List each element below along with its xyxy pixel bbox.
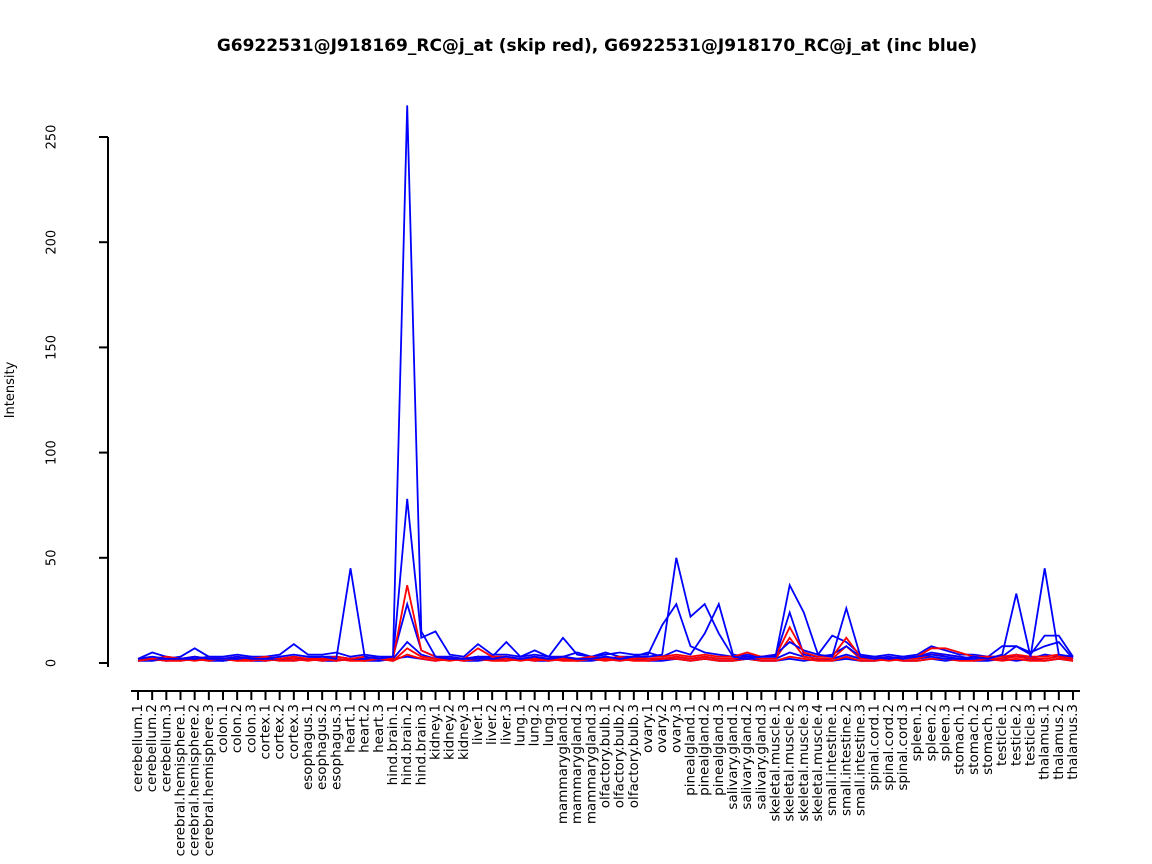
x-tick-label: hind.brain.1 [385, 704, 401, 785]
x-tick-label: esophagus.2 [314, 704, 330, 790]
x-tick-label: kidney.3 [456, 704, 472, 760]
y-axis: 0 50 100 150 200 250 [45, 125, 109, 667]
x-tick-label: colon.3 [243, 704, 259, 753]
x-tick-label: liver.3 [498, 704, 514, 745]
x-tick-label: small.intestine.3 [853, 704, 869, 816]
x-tick-label: cortex.3 [286, 704, 302, 759]
x-tick-label: kidney.1 [428, 704, 444, 760]
x-tick-label: spleen.2 [923, 704, 939, 761]
x-tick-label: spleen.3 [938, 704, 954, 761]
x-tick-label: lung.2 [527, 704, 543, 746]
x-tick-label: salivary.gland.2 [739, 704, 755, 810]
x-tick-label: skeletal.muscle.3 [796, 704, 812, 821]
x-tick-label: cerebellum.3 [158, 704, 174, 792]
x-tick-label: cortex.2 [272, 704, 288, 759]
x-tick-label: stomach.2 [966, 704, 982, 775]
x-tick-label: thalamus.3 [1065, 704, 1081, 780]
x-tick-label: stomach.3 [980, 704, 996, 775]
y-tick-label: 150 [45, 335, 60, 360]
series-line-inc-blue-1 [137, 105, 1074, 660]
x-tick-label: ovary.3 [668, 704, 684, 753]
x-tick-label: ovary.2 [654, 704, 670, 753]
x-tick-label: cerebellum.1 [130, 704, 146, 792]
x-tick-label: mammarygland.2 [569, 704, 585, 824]
y-tick-label: 200 [45, 230, 60, 255]
x-tick-label: lung.1 [513, 704, 529, 746]
x-tick-label: stomach.1 [952, 704, 968, 775]
x-tick-label: heart.3 [371, 704, 387, 753]
series-lines [137, 105, 1074, 662]
x-tick-label: heart.2 [357, 704, 373, 753]
x-axis: cerebellum.1cerebellum.2cerebellum.3cere… [130, 690, 1081, 856]
x-tick-label: spleen.1 [909, 704, 925, 761]
x-tick-label: olfactory.bulb.1 [598, 704, 614, 808]
x-tick-label: colon.2 [229, 704, 245, 753]
x-tick-label: small.intestine.1 [824, 704, 840, 816]
x-tick-label: pinealgland.1 [683, 704, 699, 796]
series-line-inc-blue-2 [137, 498, 1074, 660]
x-tick-label: lung.3 [541, 704, 557, 746]
x-tick-label: skeletal.muscle.4 [810, 704, 826, 821]
x-tick-label: pinealgland.3 [711, 704, 727, 796]
x-tick-label: thalamus.2 [1051, 704, 1067, 780]
x-tick-label: spinal.cord.3 [895, 704, 911, 791]
x-tick-label: mammarygland.1 [555, 704, 571, 824]
x-tick-label: olfactory.bulb.3 [626, 704, 642, 808]
x-tick-label: testicle.3 [1023, 704, 1039, 766]
x-tick-label: hind.brain.3 [413, 704, 429, 785]
x-tick-label: esophagus.1 [300, 704, 316, 790]
series-line-skip-red-3 [137, 653, 1074, 662]
x-tick-label: cerebral.hemisphere.2 [187, 704, 203, 856]
x-tick-label: skeletal.muscle.2 [782, 704, 798, 821]
y-tick-label: 250 [45, 125, 60, 150]
x-tick-label: heart.1 [343, 704, 359, 753]
x-tick-label: cerebellum.2 [144, 704, 160, 792]
x-tick-label: salivary.gland.1 [725, 704, 741, 810]
x-tick-label: olfactory.bulb.2 [612, 704, 628, 808]
x-tick-label: thalamus.1 [1037, 704, 1053, 780]
y-tick-label: 0 [45, 659, 60, 667]
x-tick-label: cerebral.hemisphere.1 [173, 704, 189, 856]
x-tick-label: liver.1 [470, 704, 486, 745]
x-tick-label: testicle.1 [994, 704, 1010, 766]
x-tick-label: testicle.2 [1008, 704, 1024, 766]
y-tick-label: 50 [45, 550, 60, 567]
x-tick-label: colon.1 [215, 704, 231, 753]
y-tick-label: 100 [45, 440, 60, 465]
x-tick-label: ovary.1 [640, 704, 656, 753]
x-tick-label: mammarygland.3 [583, 704, 599, 824]
x-tick-label: cerebral.hemisphere.3 [201, 704, 217, 856]
x-tick-label: salivary.gland.3 [753, 704, 769, 810]
x-tick-label: spinal.cord.1 [867, 704, 883, 791]
y-axis-label: Intensity [3, 361, 18, 418]
x-tick-label: kidney.2 [442, 704, 458, 760]
x-tick-label: pinealgland.2 [697, 704, 713, 796]
x-tick-label: hind.brain.2 [399, 704, 415, 785]
x-tick-label: esophagus.3 [328, 704, 344, 790]
x-tick-label: liver.2 [484, 704, 500, 745]
x-tick-label: spinal.cord.2 [881, 704, 897, 791]
x-tick-label: small.intestine.2 [838, 704, 854, 816]
chart-title: G6922531@J918169_RC@j_at (skip red), G69… [217, 36, 977, 56]
x-tick-label: cortex.1 [258, 704, 274, 759]
x-tick-label: skeletal.muscle.1 [768, 704, 784, 821]
